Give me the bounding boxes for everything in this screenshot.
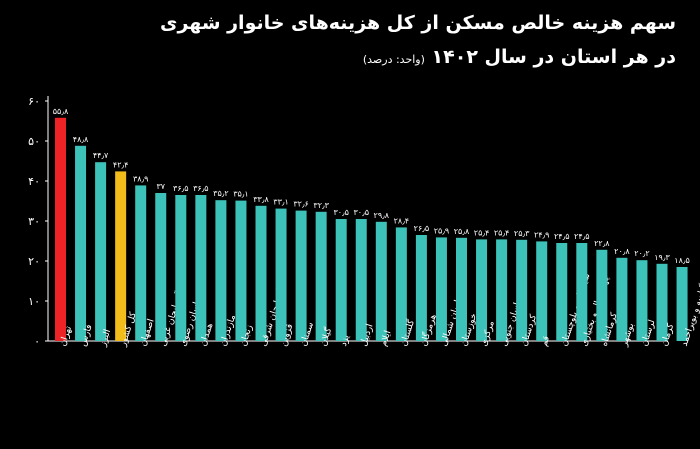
bar-value-label: ۲۴٫۵	[574, 232, 590, 241]
bar-value-label: ۲۵٫۹	[434, 226, 450, 235]
y-tick-label: ۶۰	[28, 95, 40, 108]
bar	[355, 219, 367, 341]
bar-value-label: ۳۲٫۶	[293, 200, 309, 209]
unit-label: (واحد: درصد)	[362, 53, 425, 66]
y-tick-label: ۴۰	[28, 175, 40, 188]
category-label: ایلام	[379, 329, 393, 347]
bar	[536, 241, 548, 341]
bar	[235, 200, 247, 341]
bar	[596, 249, 608, 341]
bar	[576, 243, 588, 341]
chart-title: سهم هزینه خالص مسکن از کل هزینه‌های خانو…	[160, 12, 676, 34]
bar	[135, 185, 147, 341]
bar-value-label: ۲۵٫۸	[454, 227, 470, 236]
bar-value-label: ۲۶٫۵	[414, 224, 430, 233]
bar-value-label: ۳۸٫۹	[133, 174, 149, 183]
bar	[295, 210, 307, 341]
bar	[155, 193, 167, 341]
bar-value-label: ۱۸٫۵	[674, 256, 690, 265]
bar	[55, 117, 66, 341]
bar	[375, 221, 387, 341]
bar	[275, 208, 287, 341]
bar	[335, 219, 347, 341]
bar-value-label: ۵۵٫۸	[53, 107, 69, 116]
bar	[115, 171, 127, 341]
bar-value-label: ۳۰٫۵	[333, 208, 349, 217]
bar-value-label: ۴۸٫۸	[73, 135, 89, 144]
bar	[395, 227, 407, 341]
bar-value-label: ۲۴٫۵	[554, 232, 570, 241]
bar-value-label: ۳۶٫۵	[193, 184, 209, 193]
bar	[75, 145, 87, 341]
bar	[456, 237, 467, 341]
bar-value-label: ۳۵٫۲	[213, 189, 229, 198]
bar-value-label: ۲۰٫۸	[614, 247, 630, 256]
bar-value-label: ۴۴٫۷	[93, 151, 109, 160]
bar	[175, 195, 187, 341]
bar-value-label: ۲۹٫۸	[374, 211, 390, 220]
chart-subtitle: در هر استان در سال ۱۴۰۲ (واحد: درصد)	[363, 46, 676, 68]
y-tick-label: ۵۰	[28, 135, 40, 148]
bar-value-label: ۱۹٫۳	[654, 253, 670, 262]
y-tick-label: ۲۰	[28, 255, 40, 268]
bar-value-label: ۲۵٫۳	[514, 229, 530, 238]
category-label: قم	[539, 335, 552, 348]
bar	[415, 235, 427, 341]
bar-value-label: ۳۶٫۵	[173, 184, 189, 193]
category-label: یزد	[339, 333, 352, 347]
bar-value-label: ۲۵٫۴	[474, 228, 490, 237]
bar	[496, 239, 508, 341]
bar	[676, 267, 688, 341]
bar-value-label: ۲۲٫۸	[594, 239, 610, 248]
bar	[215, 200, 227, 341]
bar	[476, 239, 488, 341]
subtitle-text: در هر استان در سال ۱۴۰۲	[431, 46, 676, 68]
bar	[636, 260, 648, 341]
bar	[656, 263, 668, 341]
bar	[315, 211, 327, 341]
bar	[95, 162, 107, 341]
bar	[516, 239, 528, 341]
bar-value-label: ۳۰٫۵	[354, 208, 370, 217]
y-tick-label: ۳۰	[28, 215, 40, 228]
bar-value-label: ۳۲٫۳	[313, 201, 329, 210]
bar	[616, 257, 628, 341]
bar	[195, 195, 207, 341]
bar-value-label: ۲۰٫۲	[634, 249, 650, 258]
y-tick-label: ۰	[34, 335, 40, 348]
bar-value-label: ۳۳٫۱	[273, 198, 289, 207]
bar-value-label: ۴۲٫۴	[113, 160, 129, 169]
bar-value-label: ۲۵٫۴	[494, 228, 510, 237]
bar-value-label: ۲۸٫۴	[394, 216, 410, 225]
bar	[255, 205, 267, 341]
bar-value-label: ۳۳٫۸	[253, 195, 269, 204]
y-tick-label: ۱۰	[28, 295, 40, 308]
bar	[435, 237, 447, 341]
bar	[556, 243, 568, 341]
bar-value-label: ۳۷	[156, 182, 165, 191]
bar-value-label: ۳۵٫۱	[233, 190, 249, 199]
bar-value-label: ۲۴٫۹	[534, 230, 550, 239]
